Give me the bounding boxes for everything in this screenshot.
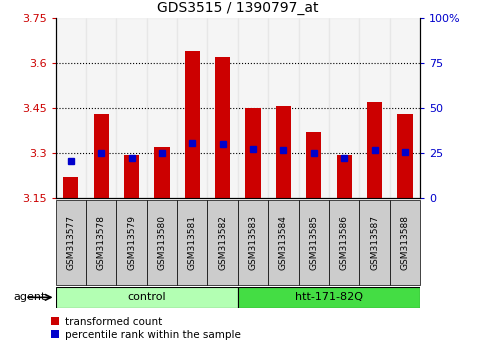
Text: agent: agent	[14, 292, 46, 302]
Bar	[208, 18, 238, 198]
Text: GSM313581: GSM313581	[188, 215, 197, 270]
Bar	[63, 177, 78, 198]
Text: GSM313586: GSM313586	[340, 215, 349, 270]
Bar	[177, 200, 208, 285]
Bar	[185, 51, 200, 198]
Text: GSM313577: GSM313577	[66, 215, 75, 270]
Text: htt-171-82Q: htt-171-82Q	[295, 292, 363, 302]
Bar	[329, 200, 359, 285]
Bar	[238, 287, 420, 308]
Bar	[238, 18, 268, 198]
Text: GSM313580: GSM313580	[157, 215, 167, 270]
Bar	[56, 200, 86, 285]
Text: GSM313578: GSM313578	[97, 215, 106, 270]
Bar	[208, 200, 238, 285]
Bar	[306, 132, 322, 198]
Bar	[147, 200, 177, 285]
Bar	[154, 147, 170, 198]
Legend: transformed count, percentile rank within the sample: transformed count, percentile rank withi…	[51, 317, 241, 340]
Bar	[86, 200, 116, 285]
Bar	[116, 18, 147, 198]
Bar	[177, 18, 208, 198]
Bar	[298, 200, 329, 285]
Bar	[268, 18, 298, 198]
Bar	[215, 57, 230, 198]
Bar	[147, 18, 177, 198]
Bar	[276, 107, 291, 198]
Bar	[238, 200, 268, 285]
Bar	[390, 18, 420, 198]
Text: GSM313583: GSM313583	[249, 215, 257, 270]
Bar	[94, 114, 109, 198]
Bar	[359, 18, 390, 198]
Bar	[86, 18, 116, 198]
Bar	[268, 200, 298, 285]
Text: GSM313587: GSM313587	[370, 215, 379, 270]
Bar	[367, 102, 382, 198]
Bar	[337, 155, 352, 198]
Text: GSM313588: GSM313588	[400, 215, 410, 270]
Bar	[390, 200, 420, 285]
Text: control: control	[128, 292, 166, 302]
Text: GSM313584: GSM313584	[279, 215, 288, 270]
Text: GSM313585: GSM313585	[309, 215, 318, 270]
Bar	[56, 287, 238, 308]
Bar	[398, 114, 412, 198]
Text: GSM313579: GSM313579	[127, 215, 136, 270]
Bar	[359, 200, 390, 285]
Text: GSM313582: GSM313582	[218, 215, 227, 270]
Bar	[298, 18, 329, 198]
Title: GDS3515 / 1390797_at: GDS3515 / 1390797_at	[157, 1, 319, 15]
Bar	[56, 18, 86, 198]
Bar	[116, 200, 147, 285]
Bar	[124, 155, 139, 198]
Bar	[329, 18, 359, 198]
Bar	[245, 108, 261, 198]
